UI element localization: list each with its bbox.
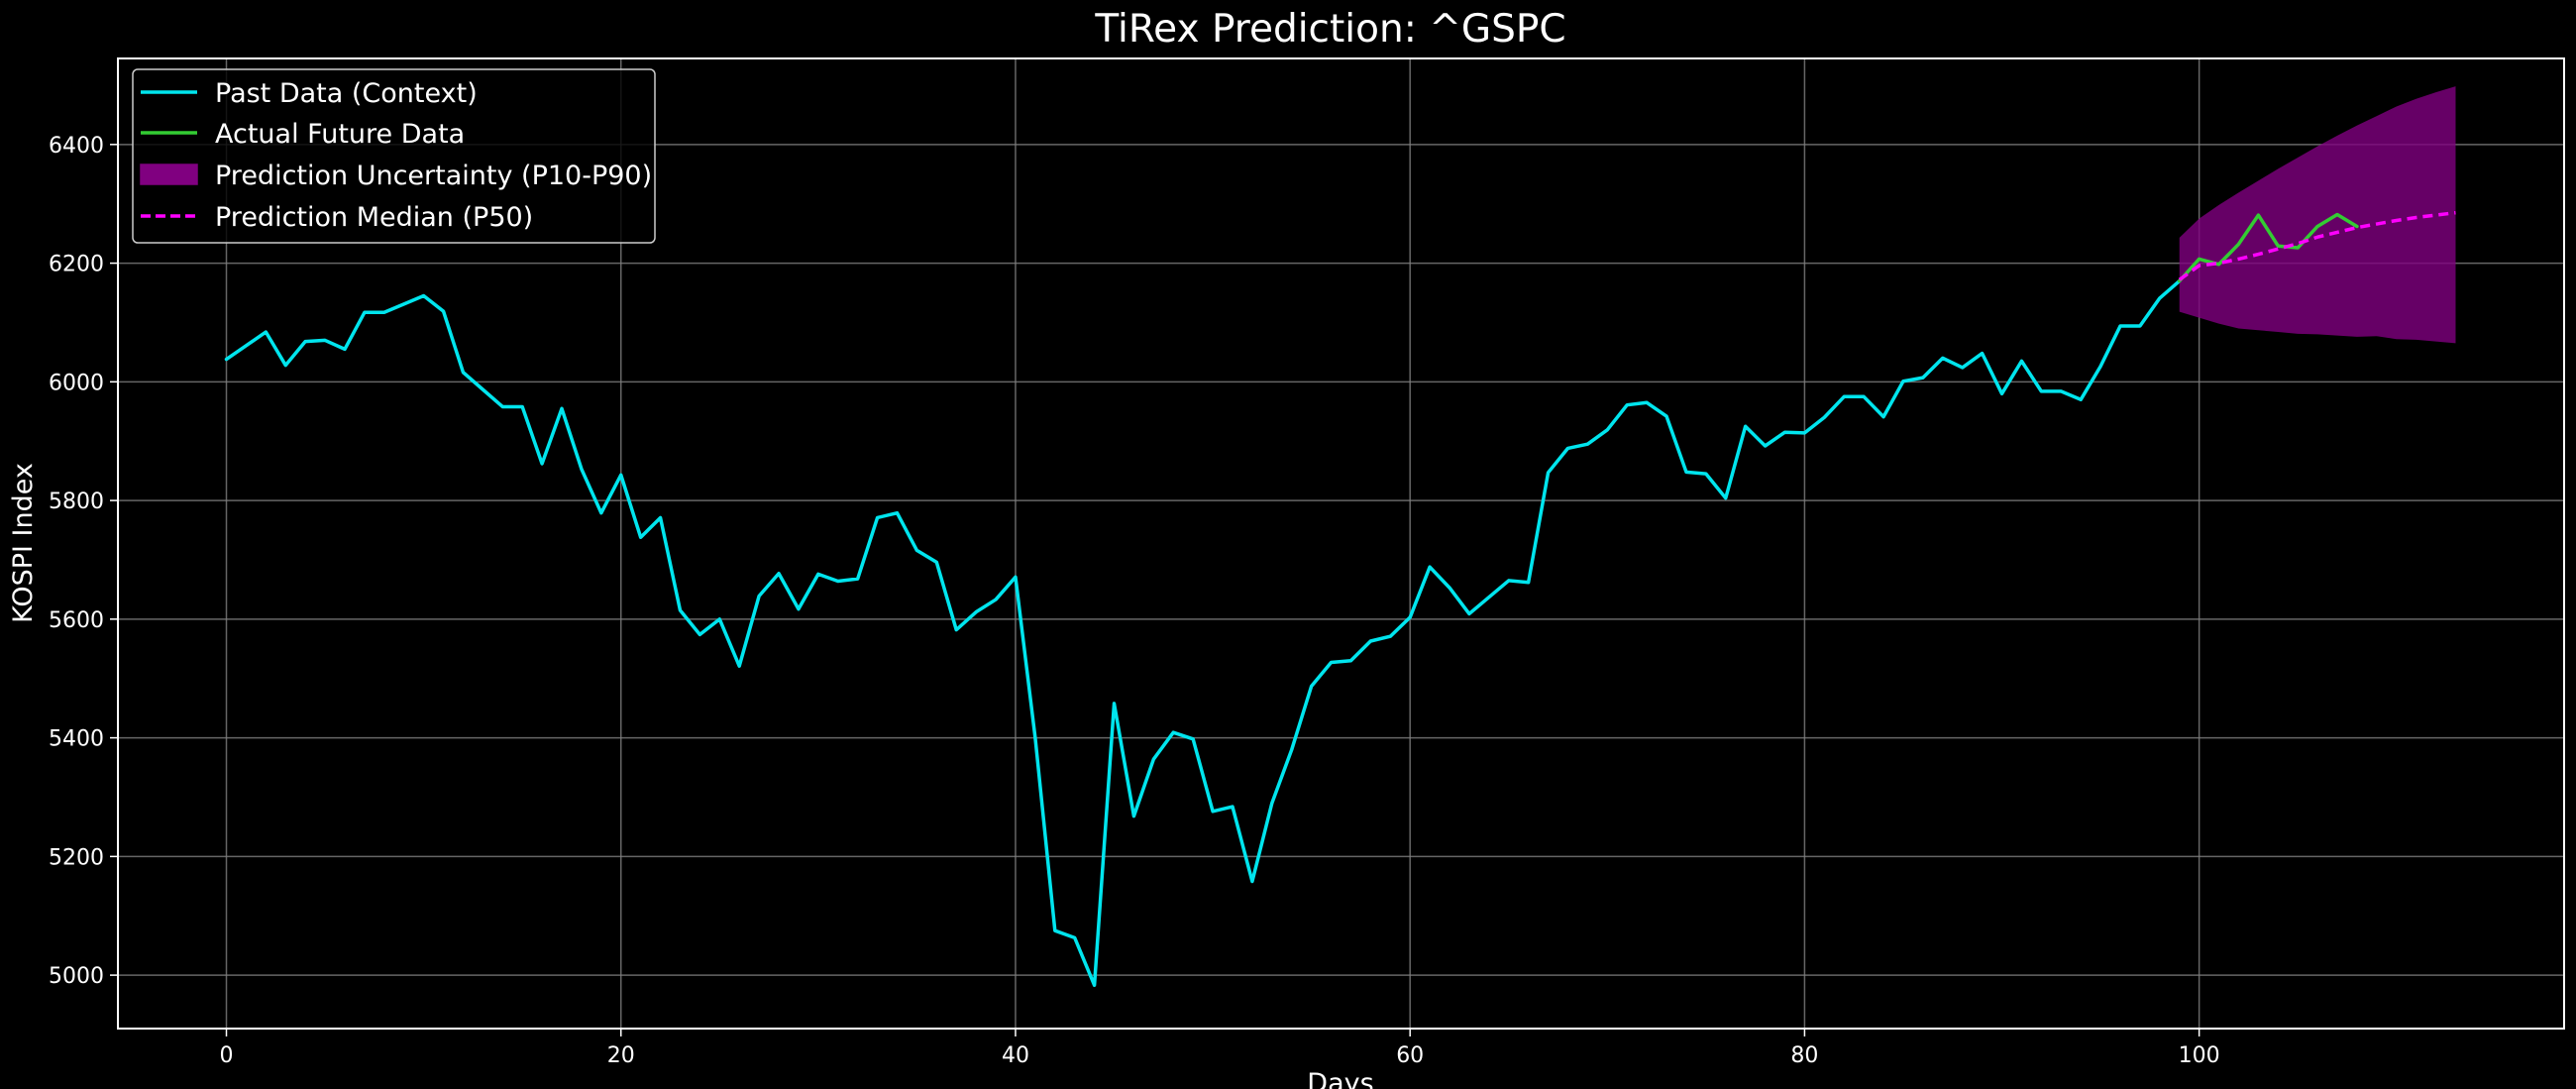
series-line-actual bbox=[2177, 212, 2359, 283]
legend-box bbox=[132, 68, 656, 244]
legend-label-context: Past Data (Context) bbox=[215, 78, 478, 109]
y-tick-label: 5200 bbox=[49, 845, 104, 870]
x-axis-label: Days bbox=[1307, 1068, 1373, 1089]
legend-item-context: Past Data (Context) bbox=[141, 78, 478, 109]
x-tick-label: 80 bbox=[1790, 1043, 1818, 1068]
y-tick-label: 6000 bbox=[49, 371, 104, 395]
series-line-median bbox=[2178, 210, 2456, 281]
y-axis-label: KOSPI Index bbox=[8, 463, 39, 623]
legend-item-band: Prediction Uncertainty (P10-P90) bbox=[140, 161, 652, 191]
x-tick-label: 20 bbox=[607, 1043, 635, 1068]
y-tick-label: 5000 bbox=[49, 964, 104, 989]
x-tick-label: 60 bbox=[1396, 1043, 1424, 1068]
x-ticks: 0 20 40 60 80 100 bbox=[220, 1029, 2220, 1068]
grid-lines bbox=[118, 58, 2564, 1029]
legend-item-actual: Actual Future Data bbox=[141, 119, 465, 150]
legend-label-band: Prediction Uncertainty (P10-P90) bbox=[215, 161, 652, 191]
y-tick-label: 6400 bbox=[49, 134, 104, 159]
y-tick-label: 5600 bbox=[49, 608, 104, 633]
y-tick-label: 5800 bbox=[49, 490, 104, 514]
x-tick-label: 0 bbox=[220, 1043, 234, 1068]
x-tick-label: 100 bbox=[2179, 1043, 2220, 1068]
legend-item-median: Prediction Median (P50) bbox=[141, 202, 533, 233]
uncertainty-band bbox=[2179, 86, 2456, 344]
series-line-context bbox=[224, 278, 2182, 988]
y-tick-label: 6200 bbox=[49, 253, 104, 277]
axes-frame bbox=[117, 57, 2565, 1030]
legend: Past Data (Context) Actual Future Data P… bbox=[132, 68, 656, 244]
y-tick-label: 5400 bbox=[49, 727, 104, 752]
x-tick-label: 40 bbox=[1002, 1043, 1029, 1068]
legend-patch-band bbox=[140, 163, 198, 185]
uncertainty-band-layer bbox=[2179, 86, 2456, 344]
legend-label-median: Prediction Median (P50) bbox=[215, 202, 533, 233]
y-ticks: 5000 5200 5400 5600 5800 6000 6200 6400 bbox=[49, 134, 118, 989]
legend-label-actual: Actual Future Data bbox=[215, 119, 465, 150]
chart-title: TiRex Prediction: ^GSPC bbox=[1094, 7, 1565, 52]
series-layer bbox=[224, 210, 2456, 988]
